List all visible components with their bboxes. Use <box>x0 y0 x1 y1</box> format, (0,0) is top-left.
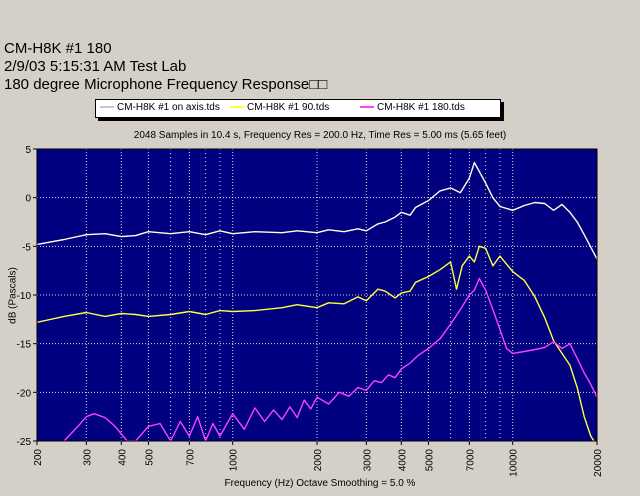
x-tick-label: 5000 <box>424 449 435 472</box>
chart-title-line-2: 2/9/03 5:15:31 AM Test Lab <box>4 58 187 75</box>
y-tick-label: 5 <box>25 145 31 156</box>
x-tick-label: 7000 <box>465 449 476 472</box>
chart-title-line-1: CM-H8K #1 180 <box>4 40 112 57</box>
y-tick-label: -10 <box>17 291 32 302</box>
legend-label-on-axis: CM-H8K #1 on axis.tds <box>117 102 220 113</box>
legend-label-180: CM-H8K #1 180.tds <box>377 102 465 113</box>
y-tick-label: -20 <box>17 388 32 399</box>
x-tick-label: 20000 <box>593 449 604 477</box>
series-line-1 <box>37 161 597 260</box>
legend-swatch-on-axis <box>100 106 114 109</box>
chart-title-line-3: 180 degree Microphone Frequency Response… <box>4 76 328 93</box>
y-tick-label: -5 <box>22 242 31 253</box>
x-tick-label: 2000 <box>313 449 324 472</box>
series-line-2 <box>37 245 595 441</box>
x-tick-label: 300 <box>82 449 93 466</box>
y-tick-label: -25 <box>17 437 32 448</box>
x-tick-label: 3000 <box>362 449 373 472</box>
plot-border <box>36 148 598 442</box>
chart-subtitle: 2048 Samples in 10.4 s, Frequency Res = … <box>133 130 507 141</box>
y-tick-label: 0 <box>25 194 31 205</box>
x-tick-label: 1000 <box>229 449 240 472</box>
legend-item-on-axis: CM-H8K #1 on axis.tds <box>100 102 220 113</box>
x-tick-label: 10000 <box>509 449 520 477</box>
x-tick-label: 500 <box>144 449 155 466</box>
y-tick-label: -15 <box>17 340 32 351</box>
x-tick-label: 4000 <box>397 449 408 472</box>
x-tick-label: 400 <box>117 449 128 466</box>
x-tick-label: 700 <box>185 449 196 466</box>
series-line-3 <box>63 277 597 441</box>
legend-swatch-180 <box>360 106 374 109</box>
legend-item-180: CM-H8K #1 180.tds <box>360 102 465 113</box>
x-axis-label: Frequency (Hz) Octave Smoothing = 5.0 % <box>224 478 416 489</box>
legend-label-90: CM-H8K #1 90.tds <box>247 102 330 113</box>
legend-swatch-90 <box>230 106 244 109</box>
legend-item-90: CM-H8K #1 90.tds <box>230 102 329 113</box>
legend: CM-H8K #1 on axis.tds CM-H8K #1 90.tds C… <box>95 99 501 118</box>
x-tick-label: 200 <box>33 449 44 466</box>
